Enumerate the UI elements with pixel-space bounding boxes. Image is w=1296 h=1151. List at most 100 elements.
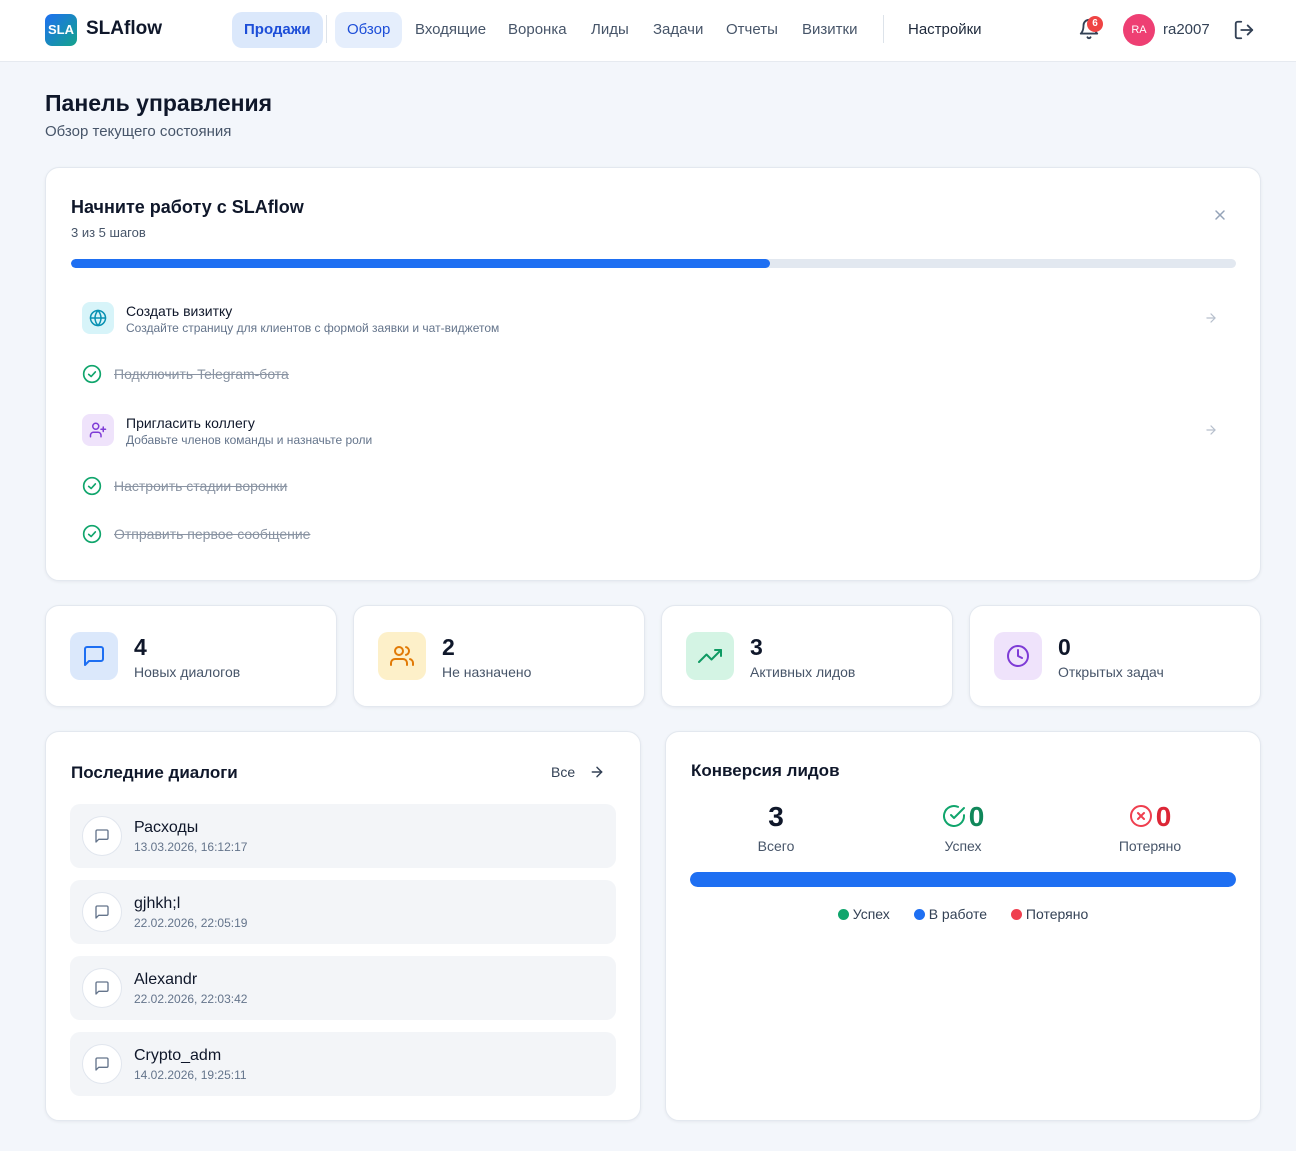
stat-card-new-dialogs[interactable]: 4 Новых диалогов: [45, 605, 337, 707]
step-icon-box: [82, 414, 114, 446]
stat-icon-box: [994, 632, 1042, 680]
avatar[interactable]: RA: [1123, 14, 1155, 46]
logo-badge[interactable]: SLA: [45, 14, 77, 46]
nav-item-settings[interactable]: Настройки: [908, 21, 982, 38]
nav-item-inbox[interactable]: Входящие: [415, 21, 487, 38]
nav-item-tasks[interactable]: Задачи: [653, 21, 704, 38]
nav-item-reports[interactable]: Отчеты: [726, 21, 778, 38]
nav-item-overview[interactable]: Обзор: [335, 12, 403, 48]
step-create-card[interactable]: Создать визитку Создайте страницу для кл…: [71, 302, 1236, 336]
user-plus-icon: [89, 422, 107, 438]
step-send-first-message: Отправить первое сообщение: [71, 524, 1236, 546]
stat-value: 4: [134, 634, 147, 660]
notification-badge: 6: [1087, 16, 1103, 32]
conversion-bar-in-progress: [690, 872, 1236, 887]
check-circle-icon: [82, 476, 102, 496]
dialog-icon-box: [82, 892, 122, 932]
onboarding-title: Начните работу с SLAflow: [71, 197, 304, 217]
stat-icon-box: [378, 632, 426, 680]
conversion-legend: Успех В работе Потеряно: [666, 906, 1260, 922]
conversion-total: 3 Всего: [701, 800, 851, 854]
chat-icon: [95, 1057, 109, 1071]
nav-item-leads[interactable]: Лиды: [591, 21, 629, 38]
dialog-icon-box: [82, 968, 122, 1008]
conversion-total-value: 3: [768, 801, 784, 832]
conversion-success-value: 0: [968, 801, 985, 832]
stat-label: Открытых задач: [1058, 664, 1164, 680]
dialog-name: Crypto_adm: [134, 1047, 222, 1064]
stat-card-active-leads[interactable]: 3 Активных лидов: [661, 605, 953, 707]
nav-item-cards[interactable]: Визитки: [802, 21, 858, 38]
legend-label: В работе: [928, 906, 988, 922]
step-title: Пригласить коллегу: [126, 415, 255, 431]
legend-dot: [837, 909, 849, 920]
stat-value: 0: [1058, 634, 1071, 660]
stat-value: 3: [750, 634, 763, 660]
nav-divider: [883, 15, 884, 43]
arrow-right-icon[interactable]: [1204, 423, 1218, 437]
legend-label: Успех: [852, 906, 890, 922]
conversion-success-label: Успех: [944, 838, 982, 854]
legend-item-success: Успех: [837, 906, 890, 922]
recent-dialogs-title: Последние диалоги: [71, 763, 238, 782]
step-invite-colleague[interactable]: Пригласить коллегу Добавьте членов коман…: [71, 414, 1236, 448]
chat-icon: [95, 981, 109, 995]
conversion-bar: [690, 872, 1236, 887]
onboarding-card: Начните работу с SLAflow 3 из 5 шагов Со…: [45, 167, 1261, 581]
stat-icon-box: [686, 632, 734, 680]
list-item[interactable]: gjhkh;l 22.02.2026, 22:05:19: [70, 880, 616, 944]
step-setup-funnel: Настроить стадии воронки: [71, 476, 1236, 498]
legend-label: Потеряно: [1025, 906, 1089, 922]
onboarding-progress-bar: [71, 259, 1236, 268]
step-description: Создайте страницу для клиентов с формой …: [126, 321, 500, 335]
dialog-timestamp: 22.02.2026, 22:05:19: [134, 916, 248, 930]
page-subtitle: Обзор текущего состояния: [45, 123, 232, 140]
nav-section-sales[interactable]: Продажи: [232, 12, 323, 48]
stat-card-unassigned[interactable]: 2 Не назначено: [353, 605, 645, 707]
step-title-done: Отправить первое сообщение: [114, 526, 311, 542]
recent-dialogs-card: Последние диалоги Все Расходы 13.03.2026…: [45, 731, 641, 1121]
lead-conversion-card: Конверсия лидов 3 Всего 0 Успех 0 Потеря…: [665, 731, 1261, 1121]
dialog-timestamp: 14.02.2026, 19:25:11: [134, 1068, 247, 1082]
page-title: Панель управления: [45, 90, 273, 116]
close-icon[interactable]: [1212, 207, 1228, 223]
check-circle-icon: [82, 364, 102, 384]
users-icon: [390, 646, 414, 666]
dialog-name: gjhkh;l: [134, 895, 181, 912]
dialog-timestamp: 13.03.2026, 16:12:17: [134, 840, 248, 854]
step-title-done: Подключить Telegram-бота: [114, 366, 289, 382]
conversion-success: 0 Успех: [888, 800, 1038, 854]
conversion-lost-label: Потеряно: [1118, 838, 1182, 854]
logo-name[interactable]: SLAflow: [86, 18, 162, 39]
nav-item-funnel[interactable]: Воронка: [508, 21, 567, 38]
x-circle-icon: [1129, 805, 1152, 827]
dialog-icon-box: [82, 1044, 122, 1084]
all-dialogs-link[interactable]: Все: [551, 764, 576, 780]
chat-icon: [95, 829, 109, 843]
username[interactable]: ra2007: [1163, 21, 1210, 38]
legend-dot: [913, 909, 925, 920]
top-navbar: SLA SLAflow Продажи Обзор Входящие Ворон…: [0, 0, 1296, 62]
dialog-name: Расходы: [134, 819, 199, 836]
logout-icon[interactable]: [1233, 19, 1255, 41]
check-circle-icon: [82, 524, 102, 544]
arrow-right-icon[interactable]: [1204, 311, 1218, 325]
dialog-icon-box: [82, 816, 122, 856]
list-item[interactable]: Alexandr 22.02.2026, 22:03:42: [70, 956, 616, 1020]
legend-dot: [1010, 909, 1022, 920]
step-title: Создать визитку: [126, 303, 233, 319]
stat-card-open-tasks[interactable]: 0 Открытых задач: [969, 605, 1261, 707]
onboarding-progress-text: 3 из 5 шагов: [71, 225, 146, 240]
clock-icon: [1007, 645, 1029, 667]
check-circle-icon: [942, 805, 965, 827]
list-item[interactable]: Crypto_adm 14.02.2026, 19:25:11: [70, 1032, 616, 1096]
conversion-lost: 0 Потеряно: [1075, 800, 1225, 854]
stat-value: 2: [442, 634, 455, 660]
stat-label: Новых диалогов: [134, 664, 241, 680]
stat-icon-box: [70, 632, 118, 680]
step-title-done: Настроить стадии воронки: [114, 478, 288, 494]
conversion-lost-value: 0: [1155, 801, 1172, 832]
conversion-title: Конверсия лидов: [691, 761, 840, 780]
list-item[interactable]: Расходы 13.03.2026, 16:12:17: [70, 804, 616, 868]
arrow-right-icon[interactable]: [589, 764, 605, 780]
